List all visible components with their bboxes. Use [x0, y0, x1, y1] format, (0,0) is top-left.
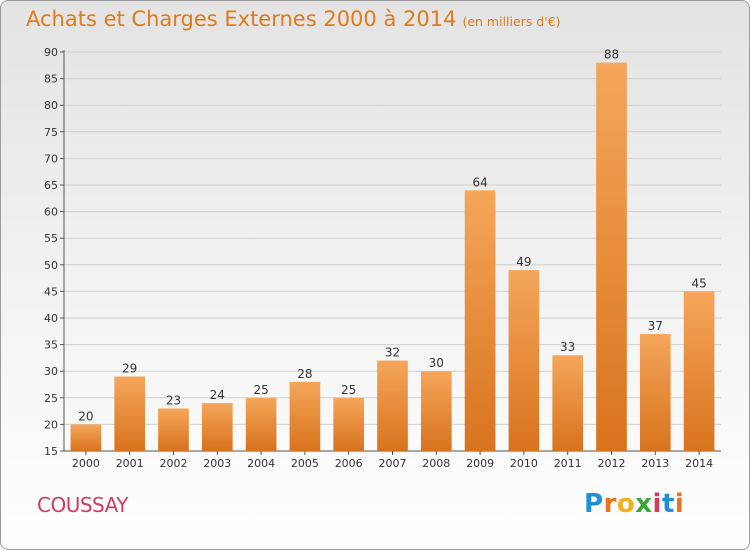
bar-2000 [70, 424, 102, 451]
bar-2012 [596, 62, 627, 451]
logo-letter: r [603, 489, 617, 519]
x-tick-label-2001: 2001 [116, 457, 144, 470]
value-label-2010: 49 [516, 255, 531, 269]
x-tick-label-2003: 2003 [203, 457, 231, 470]
value-label-2012: 88 [604, 48, 619, 62]
y-tick-label: 60 [44, 206, 58, 219]
bar-2001 [114, 376, 146, 451]
x-tick-label-2005: 2005 [291, 457, 319, 470]
y-tick-label: 75 [44, 126, 58, 139]
bar-2005 [289, 381, 321, 451]
x-tick-label-2008: 2008 [422, 457, 450, 470]
bar-2009 [464, 190, 496, 451]
value-label-2009: 64 [472, 175, 487, 189]
x-tick-label-2002: 2002 [160, 457, 188, 470]
x-tick-label-2009: 2009 [466, 457, 494, 470]
bar-2008 [420, 371, 452, 451]
logo-letter: P [584, 489, 604, 519]
logo-letter: i [652, 489, 662, 519]
x-tick-label-2007: 2007 [379, 457, 407, 470]
logo-letter: t [661, 489, 675, 519]
bar-2011 [552, 355, 584, 451]
logo-letter: o [616, 489, 636, 519]
value-label-2008: 30 [429, 356, 444, 370]
x-tick-label-2010: 2010 [510, 457, 538, 470]
value-label-2003: 24 [210, 388, 225, 402]
chart-title: Achats et Charges Externes 2000 à 2014 (e… [26, 7, 561, 31]
y-tick-label: 35 [44, 339, 58, 352]
value-label-2007: 32 [385, 346, 400, 360]
value-label-2013: 37 [648, 319, 663, 333]
y-tick-label: 40 [44, 312, 58, 325]
bar-2003 [201, 403, 233, 451]
y-tick-label: 85 [44, 73, 58, 86]
x-tick-label-2014: 2014 [685, 457, 713, 470]
y-tick-label: 25 [44, 392, 58, 405]
bars [70, 62, 715, 451]
y-tick-label: 70 [44, 152, 58, 165]
value-label-2006: 25 [341, 383, 356, 397]
logo-letter: i [674, 489, 685, 519]
bar-2007 [377, 360, 408, 451]
y-tick-label: 80 [44, 99, 58, 112]
y-tick-label: 45 [44, 285, 58, 298]
value-label-2004: 25 [253, 383, 268, 397]
bar-2013 [639, 333, 671, 451]
value-label-2000: 20 [78, 409, 93, 423]
y-tick-label: 65 [44, 179, 58, 192]
value-label-2014: 45 [691, 276, 706, 290]
title-main: Achats et Charges Externes 2000 à 2014 [26, 7, 457, 31]
x-tick-label-2004: 2004 [247, 457, 275, 470]
bar-2002 [158, 408, 189, 451]
value-label-2001: 29 [122, 362, 137, 376]
x-tick-label-2012: 2012 [598, 457, 626, 470]
y-tick-label: 30 [44, 365, 58, 378]
y-tick-label: 55 [44, 232, 58, 245]
x-tick-label-2006: 2006 [335, 457, 363, 470]
logo-letter: x [635, 489, 653, 519]
y-tick-label: 90 [44, 46, 58, 59]
value-label-2005: 28 [297, 367, 312, 381]
x-tick-label-2013: 2013 [641, 457, 669, 470]
value-label-2011: 33 [560, 340, 575, 354]
x-tick-label-2000: 2000 [72, 457, 100, 470]
value-labels: 20 29 23 24 25 28 25 32 30 64 49 33 88 37 45 [78, 48, 706, 424]
proxiti-logo: Proxiti [584, 489, 684, 519]
value-label-2002: 23 [166, 393, 181, 407]
town-name: COUSSAY [37, 493, 128, 517]
x-tick-label-2011: 2011 [554, 457, 582, 470]
title-unit: (en milliers d'€) [462, 14, 561, 29]
y-tick-label: 15 [44, 445, 58, 458]
bar-2014 [683, 291, 715, 451]
bar-2006 [333, 397, 365, 451]
bar-2010 [508, 270, 540, 451]
y-tick-label: 50 [44, 259, 58, 272]
bar-2004 [245, 397, 277, 451]
y-tick-label: 20 [44, 418, 58, 431]
